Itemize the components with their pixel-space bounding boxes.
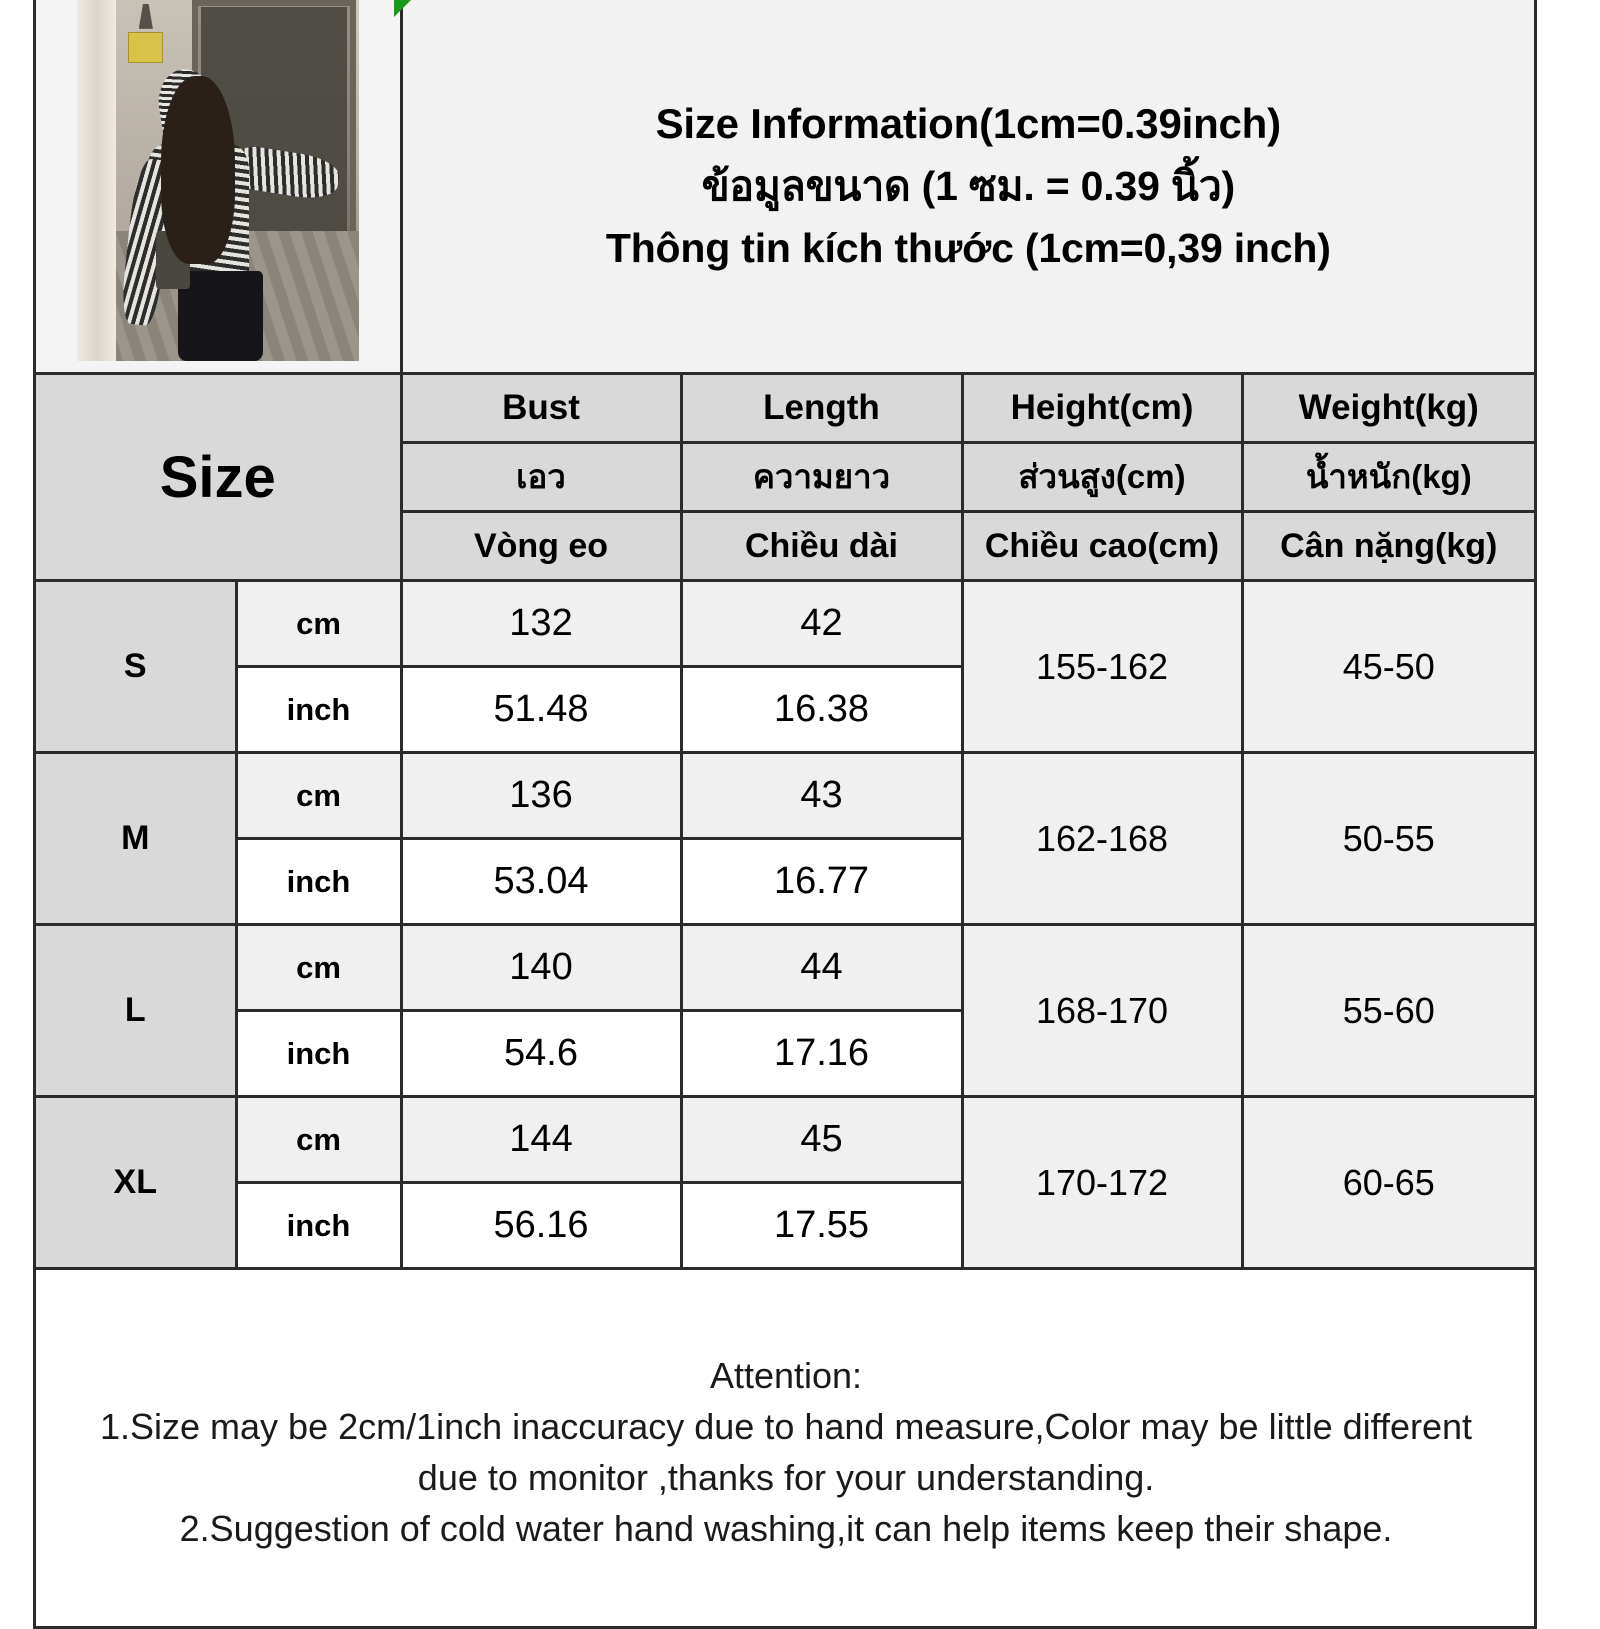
column-header-weight-vi: Cân nặng(kg) xyxy=(1240,510,1535,582)
bust-inch-xl: 56.16 xyxy=(399,1181,683,1270)
size-label-l: L xyxy=(36,923,238,1098)
table-row: XL cm 144 45 170-172 60-65 xyxy=(36,1095,1535,1270)
table-row: S cm 132 42 155-162 45-50 xyxy=(36,579,1535,754)
unit-inch: inch xyxy=(234,1009,403,1098)
bust-inch-m: 53.04 xyxy=(399,837,683,926)
table-row: inch 51.48 16.38 xyxy=(36,665,1534,754)
attention-line-1b: due to monitor ,thanks for your understa… xyxy=(417,1457,1155,1498)
column-header-height-th: ส่วนสูง(cm) xyxy=(960,441,1244,513)
bust-inch-s: 51.48 xyxy=(399,665,683,754)
attention-heading: Attention: xyxy=(709,1355,863,1396)
column-header-bust-vi: Vòng eo xyxy=(399,510,683,582)
product-photo xyxy=(76,0,359,361)
column-header-height-vi: Chiều cao(cm) xyxy=(960,510,1244,582)
header-row-th: เอว ความยาว ส่วนสูง(cm) น้ำหนัก(kg) xyxy=(36,441,1535,513)
size-chart-frame: Size Information(1cm=0.39inch) ข้อมูลขนา… xyxy=(33,0,1537,1629)
header-row-vi: Vòng eo Chiều dài Chiều cao(cm) Cân nặng… xyxy=(36,510,1535,582)
size-label-xl: XL xyxy=(36,1095,238,1270)
table-row: inch 54.6 17.16 xyxy=(36,1009,1534,1098)
unit-inch: inch xyxy=(234,665,403,754)
bust-inch-l: 54.6 xyxy=(399,1009,683,1098)
title-line-en: Size Information(1cm=0.39inch) xyxy=(655,100,1282,147)
size-label-m: M xyxy=(36,751,238,926)
height-range-m: 162-168 xyxy=(960,751,1244,926)
attention-body: Attention: 1.Size may be 2cm/1inch inacc… xyxy=(36,1342,1534,1554)
column-header-weight-th: น้ำหนัก(kg) xyxy=(1240,441,1535,513)
size-information-title-cell: Size Information(1cm=0.39inch) ข้อมูลขนา… xyxy=(399,0,1535,375)
length-cm-s: 42 xyxy=(679,579,964,668)
height-range-s: 155-162 xyxy=(960,579,1244,754)
attention-line-1a: 1.Size may be 2cm/1inch inaccuracy due t… xyxy=(99,1406,1473,1447)
column-header-length-en: Length xyxy=(679,372,964,444)
table-row: inch 56.16 17.55 xyxy=(36,1181,1534,1270)
length-cm-l: 44 xyxy=(679,923,964,1012)
bust-cm-m: 136 xyxy=(399,751,683,840)
column-header-length-vi: Chiều dài xyxy=(679,510,964,582)
length-inch-m: 16.77 xyxy=(679,837,964,926)
length-cm-xl: 45 xyxy=(679,1095,964,1184)
unit-inch: inch xyxy=(234,837,403,926)
attention-row: Attention: 1.Size may be 2cm/1inch inacc… xyxy=(36,1267,1535,1626)
banner-row: Size Information(1cm=0.39inch) ข้อมูลขนา… xyxy=(36,0,1535,375)
length-inch-xl: 17.55 xyxy=(679,1181,964,1270)
weight-range-xl: 60-65 xyxy=(1240,1095,1535,1270)
size-label-s: S xyxy=(36,579,238,754)
length-cm-m: 43 xyxy=(679,751,964,840)
unit-cm: cm xyxy=(234,579,403,668)
weight-range-s: 45-50 xyxy=(1240,579,1535,754)
bust-cm-s: 132 xyxy=(399,579,683,668)
column-header-length-th: ความยาว xyxy=(679,441,964,513)
height-range-xl: 170-172 xyxy=(960,1095,1244,1270)
column-header-height-en: Height(cm) xyxy=(960,372,1244,444)
green-triangle-marker xyxy=(394,0,411,17)
unit-cm: cm xyxy=(234,923,403,1012)
column-header-weight-en: Weight(kg) xyxy=(1240,372,1535,444)
unit-inch: inch xyxy=(234,1181,403,1270)
column-header-bust-th: เอว xyxy=(399,441,683,513)
length-inch-l: 17.16 xyxy=(679,1009,964,1098)
size-information-table: Size Information(1cm=0.39inch) ข้อมูลขนา… xyxy=(36,0,1535,1626)
column-header-bust-en: Bust xyxy=(399,372,683,444)
weight-range-l: 55-60 xyxy=(1240,923,1535,1098)
unit-cm: cm xyxy=(234,1095,403,1184)
bust-cm-l: 140 xyxy=(399,923,683,1012)
header-row-en: Size Bust Length Height(cm) Weight(kg) xyxy=(36,372,1535,582)
title-block: Size Information(1cm=0.39inch) ข้อมูลขนา… xyxy=(403,93,1535,279)
product-photo-cell xyxy=(36,0,403,375)
title-line-th: ข้อมูลขนาด (1 ซม. = 0.39 นิ้ว) xyxy=(701,163,1236,209)
size-column-header: Size xyxy=(36,372,403,582)
weight-range-m: 50-55 xyxy=(1240,751,1535,926)
unit-cm: cm xyxy=(234,751,403,840)
attention-cell: Attention: 1.Size may be 2cm/1inch inacc… xyxy=(36,1267,1535,1626)
bust-cm-xl: 144 xyxy=(399,1095,683,1184)
table-row: M cm 136 43 162-168 50-55 xyxy=(36,751,1535,926)
table-row: L cm 140 44 168-170 55-60 xyxy=(36,923,1535,1098)
table-row: inch 53.04 16.77 xyxy=(36,837,1534,926)
height-range-l: 168-170 xyxy=(960,923,1244,1098)
attention-line-2: 2.Suggestion of cold water hand washing,… xyxy=(179,1508,1393,1549)
length-inch-s: 16.38 xyxy=(679,665,964,754)
product-photo-wrap xyxy=(36,0,400,372)
title-line-vi: Thông tin kích thước (1cm=0,39 inch) xyxy=(605,225,1331,271)
